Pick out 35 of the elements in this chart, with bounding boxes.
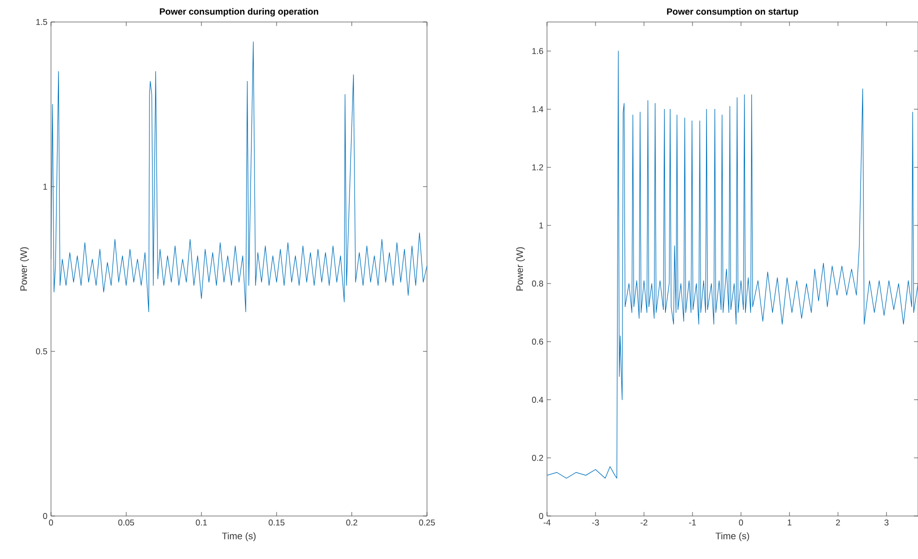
y-tick-label: 0.5 — [36, 348, 48, 354]
x-tick-label: -4 — [544, 520, 551, 526]
x-tick-label: 0.05 — [118, 520, 134, 526]
x-tick-label: 0.2 — [346, 520, 358, 526]
x-axis-title: Time (s) — [716, 532, 750, 542]
y-tick-label: 1.5 — [36, 19, 48, 25]
x-tick-label: 0 — [738, 520, 744, 526]
x-tick-label: 0.15 — [268, 520, 284, 526]
y-tick-label: 1.2 — [532, 164, 544, 170]
y-tick-label: 0 — [539, 513, 544, 519]
x-tick-label: 1 — [788, 520, 792, 526]
x-tick-label: 0 — [48, 520, 54, 526]
x-tick-label: 2 — [836, 520, 840, 526]
y-tick-label: 0.2 — [532, 454, 544, 461]
x-tick-label: -3 — [592, 520, 599, 526]
y-tick-label: 1 — [43, 184, 48, 190]
y-tick-label: 0.4 — [532, 396, 544, 403]
x-tick-label: 0.1 — [196, 520, 207, 526]
chart-title: Power consumption during operation — [160, 8, 318, 16]
y-axis-title: Power (W) — [516, 247, 525, 291]
x-tick-label: -2 — [640, 520, 648, 526]
x-tick-label: 0.25 — [419, 520, 435, 526]
y-tick-label: 1.6 — [532, 48, 544, 54]
y-tick-label: 0 — [43, 513, 48, 519]
y-tick-label: 0.6 — [532, 338, 544, 345]
y-tick-label: 1 — [539, 222, 544, 228]
y-tick-label: 1.4 — [532, 106, 544, 112]
y-axis-title: Power (W) — [20, 247, 29, 291]
line-series — [547, 50, 918, 479]
x-tick-label: -1 — [689, 520, 696, 526]
x-tick-label: 3 — [884, 520, 888, 526]
chart-title: Power consumption on startup — [667, 8, 798, 16]
y-tick-label: 0.8 — [532, 280, 544, 287]
x-axis-title: Time (s) — [222, 532, 256, 542]
line-series — [51, 41, 427, 312]
